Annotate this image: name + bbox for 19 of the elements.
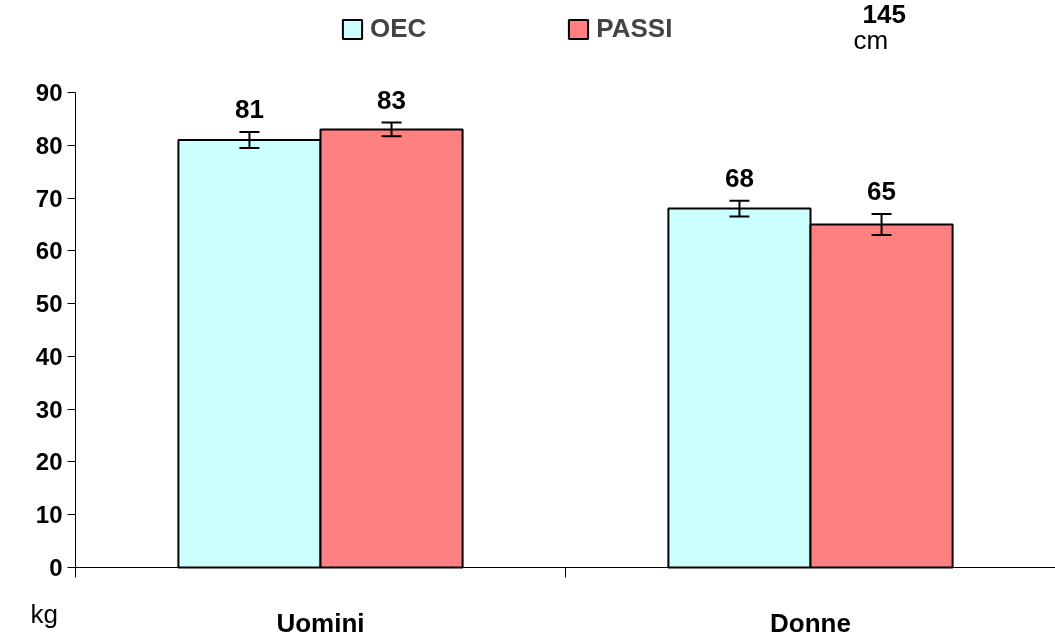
data-label: 81 (234, 94, 264, 125)
y-tick-label: 20 (35, 448, 63, 476)
data-label: 83 (377, 84, 407, 115)
y-tick-label: 0 (49, 554, 63, 581)
data-label: 68 (724, 162, 754, 193)
y-tick-label: 10 (35, 501, 63, 529)
y-tick-label: 30 (35, 395, 63, 423)
x-tick-label: Donne (770, 607, 851, 636)
y-tick-label: 90 (35, 79, 63, 106)
y-tick-label: 70 (35, 184, 63, 212)
legend-label: OEC (370, 13, 427, 44)
x-tick-label: Uomini (276, 607, 365, 636)
y-tick-label: 80 (35, 131, 63, 159)
y-tick-label: 60 (35, 237, 63, 265)
data-label: 65 (867, 175, 897, 206)
text: kg (30, 598, 58, 629)
y-tick-label: 40 (35, 342, 63, 370)
legend-label: PASSI (596, 13, 673, 44)
y-tick-label: 50 (35, 290, 63, 318)
